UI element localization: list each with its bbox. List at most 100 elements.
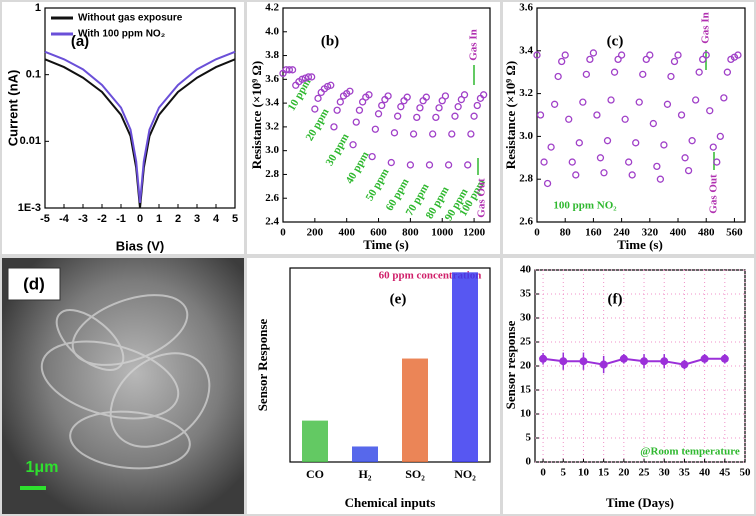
x-tick-label: NO₂: [454, 467, 476, 481]
point: [409, 130, 418, 138]
point: [368, 152, 376, 161]
x-tick-label: 0: [137, 213, 143, 225]
point: [432, 113, 440, 122]
y-tick-label: 5: [526, 432, 532, 444]
panel-label: (d): [23, 274, 45, 293]
x-tick-label: 0: [280, 227, 286, 239]
x-tick-label: CO: [306, 467, 324, 481]
y-tick-label: 3.6: [519, 2, 533, 14]
point: [371, 125, 380, 133]
marker: [640, 357, 649, 366]
x-tick-label: 240: [613, 227, 630, 239]
point: [589, 49, 598, 57]
y-tick-label: 2.8: [519, 173, 533, 185]
point: [390, 129, 399, 137]
point: [642, 55, 650, 64]
point: [646, 51, 654, 59]
y-tick-label: 0: [526, 456, 532, 468]
label-box: [7, 267, 61, 301]
point: [444, 161, 453, 169]
x-tick-label: 160: [585, 227, 602, 239]
y-tick-label: 40: [520, 264, 532, 276]
point: [632, 139, 640, 147]
x-tick-label: 400: [670, 227, 687, 239]
point: [387, 158, 395, 167]
point: [600, 169, 608, 177]
x-tick-label: 4: [213, 213, 220, 225]
point: [667, 72, 675, 81]
point: [639, 70, 647, 78]
marker: [539, 354, 548, 363]
x-axis-title: Time (Days): [606, 495, 674, 510]
x-tick-label: -5: [40, 213, 50, 225]
y-tick-label: 35: [520, 288, 532, 300]
x-tick-label: 0: [534, 227, 540, 239]
point: [656, 175, 665, 183]
point: [454, 103, 462, 111]
scale-label: 1μm: [26, 459, 59, 476]
petal: [55, 309, 125, 371]
panel-bg: [247, 2, 500, 254]
point: [663, 100, 672, 108]
point: [448, 130, 456, 138]
point: [709, 143, 717, 151]
point: [384, 92, 392, 100]
x-tick-label: 800: [402, 227, 419, 239]
point: [706, 107, 714, 115]
x-tick-label: 80: [560, 227, 572, 239]
point: [479, 91, 488, 99]
x-tick-label: SO₂: [405, 467, 425, 481]
y-tick-label: 3.2: [265, 120, 279, 132]
point: [311, 105, 319, 113]
x-axis-title: Time (s): [363, 237, 409, 252]
point: [441, 92, 450, 100]
panel-label: (e): [390, 291, 407, 307]
x-tick-label: 1000: [431, 227, 454, 239]
x-tick-label: H₂: [359, 467, 372, 481]
point: [565, 115, 573, 123]
bar: [452, 272, 478, 462]
panel-label: (b): [321, 33, 339, 49]
x-tick-label: 10: [578, 467, 590, 479]
y-tick-label: 2.4: [265, 216, 279, 228]
y-axis-title: Sensor response: [503, 320, 518, 409]
x-tick-label: 400: [338, 227, 355, 239]
point: [336, 98, 344, 106]
marker: [680, 360, 689, 369]
point: [625, 158, 633, 166]
series-line: [542, 357, 725, 366]
point: [429, 130, 437, 138]
annotation: Gas Out: [476, 178, 488, 218]
x-axis-title: Chemical inputs: [345, 495, 436, 510]
point: [653, 162, 661, 171]
panel-label: (f): [608, 291, 623, 307]
point: [346, 87, 354, 95]
point: [554, 72, 562, 81]
x-tick-label: 15: [598, 467, 610, 479]
y-tick-label: 4.0: [265, 25, 279, 37]
y-tick-label: 3.6: [265, 73, 279, 85]
point: [586, 55, 594, 64]
point: [422, 93, 430, 101]
point: [543, 179, 552, 188]
y-axis-title: Current (nA): [5, 70, 20, 147]
point: [397, 103, 405, 111]
bar: [302, 420, 328, 462]
point: [582, 70, 591, 78]
point: [558, 57, 566, 66]
annotation: Gas In: [700, 12, 712, 44]
point: [416, 104, 424, 112]
point: [610, 68, 619, 76]
x-tick-label: 40: [699, 467, 711, 479]
marker: [599, 360, 608, 369]
point: [713, 158, 721, 166]
point: [617, 51, 626, 59]
point: [723, 68, 732, 76]
point: [352, 118, 360, 126]
y-tick-label: 2.8: [265, 168, 279, 180]
x-tick-label: 2: [175, 213, 181, 225]
x-tick-label: 3: [194, 213, 200, 225]
point: [635, 98, 643, 106]
point: [304, 73, 313, 81]
series-line: [44, 58, 236, 209]
